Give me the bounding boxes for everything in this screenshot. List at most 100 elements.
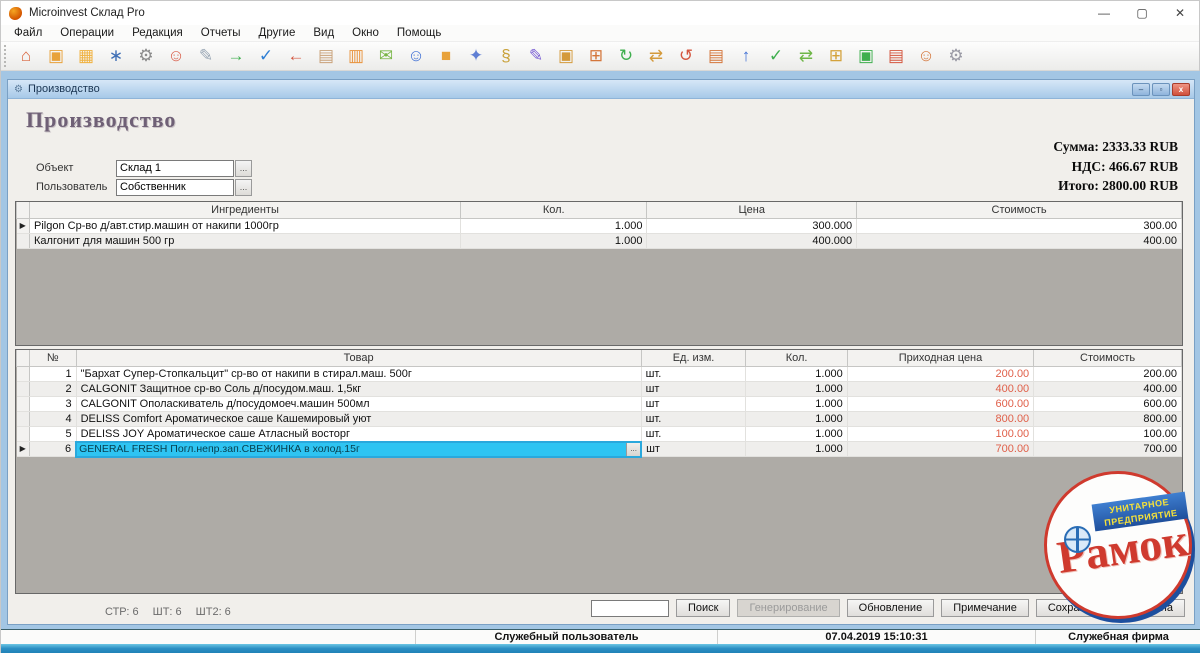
cell-name[interactable]: Pilgon Ср-во д/авт.стир.машин от накипи … <box>29 218 462 234</box>
menu-item-window[interactable]: Окно <box>352 27 379 39</box>
row-selector[interactable] <box>16 426 30 442</box>
doc-box-refresh-icon[interactable]: ↻ <box>618 46 634 65</box>
cell-num[interactable]: 5 <box>29 426 77 442</box>
cell-product[interactable]: "Бархат Супер-Стопкальцит" ср-во от наки… <box>76 366 642 382</box>
cell-cost[interactable]: 600.00 <box>1033 396 1182 412</box>
cell-cost[interactable]: 400.00 <box>1033 381 1182 397</box>
cell-unit[interactable]: шт. <box>641 366 747 382</box>
row-selector[interactable] <box>16 366 30 382</box>
exit-door-icon[interactable]: ⌂ <box>20 46 32 65</box>
menu-item-other[interactable]: Другие <box>258 27 296 39</box>
cell-purchase-price[interactable]: 100.00 <box>847 426 1035 442</box>
col-header-unit[interactable]: Ед. изм. <box>640 350 747 367</box>
cell-purchase-price[interactable]: 200.00 <box>847 366 1035 382</box>
child-maximize-button[interactable]: ▫ <box>1152 82 1170 96</box>
col-header-qty[interactable]: Кол. <box>460 202 648 219</box>
tools-jack-icon[interactable]: ∗ <box>108 46 124 65</box>
cell-purchase-price[interactable]: 800.00 <box>847 411 1035 427</box>
doc-approve-check-icon[interactable]: ✓ <box>768 46 784 65</box>
users-doc-icon[interactable]: ☺ <box>917 46 935 65</box>
menu-item-operations[interactable]: Операции <box>60 27 115 39</box>
row-selector[interactable] <box>16 411 30 427</box>
doc-box-up-icon[interactable]: ↑ <box>741 46 751 65</box>
product-cell-browse-button[interactable]: ... <box>626 443 640 455</box>
cell-num[interactable]: 6 <box>29 441 77 457</box>
cell-num[interactable]: 4 <box>29 411 77 427</box>
doc-key-icon[interactable]: § <box>501 46 511 65</box>
address-book-icon[interactable]: ▥ <box>347 46 365 65</box>
cell-num[interactable]: 3 <box>29 396 77 412</box>
cell-cost[interactable]: 300.00 <box>856 218 1182 234</box>
cell-purchase-price[interactable]: 600.00 <box>847 396 1035 412</box>
menu-item-edit[interactable]: Редакция <box>132 27 183 39</box>
cell-product[interactable]: DELISS JOY Ароматическое саше Атласный в… <box>76 426 642 442</box>
document-note-icon[interactable]: ✎ <box>198 46 214 65</box>
col-header-cost[interactable]: Стоимость <box>856 202 1182 219</box>
settings-gear-icon[interactable]: ⚙ <box>948 46 964 65</box>
transfer-left-arrow-icon[interactable]: ← <box>287 46 305 65</box>
doc-refresh-red-icon[interactable]: ↺ <box>678 46 694 65</box>
close-button[interactable]: ✕ <box>1174 6 1186 20</box>
cell-unit[interactable]: шт <box>641 441 747 457</box>
cell-cost[interactable]: 400.00 <box>856 233 1182 249</box>
cell-unit[interactable]: шт <box>641 396 747 412</box>
doc-paste-icon[interactable]: ▤ <box>707 46 725 65</box>
cell-product[interactable]: CALGONIT Ополаскиватель д/посудомоеч.маш… <box>76 396 642 412</box>
doc-calendar-icon[interactable]: ⊞ <box>588 46 604 65</box>
col-header-product[interactable]: Товар <box>75 350 642 367</box>
clipboard-icon[interactable]: ▤ <box>317 46 335 65</box>
cell-qty[interactable]: 1.000 <box>460 233 648 249</box>
menu-item-help[interactable]: Помощь <box>396 27 442 39</box>
production-window-titlebar[interactable]: ⚙ Производство – ▫ x <box>8 80 1194 99</box>
cell-qty[interactable]: 1.000 <box>745 366 848 382</box>
note-button[interactable]: Примечание <box>941 599 1029 617</box>
cell-unit[interactable]: шт. <box>641 411 747 427</box>
col-header-cost[interactable]: Стоимость <box>1033 350 1182 367</box>
cell-num[interactable]: 1 <box>29 366 77 382</box>
col-header-price[interactable]: Цена <box>646 202 858 219</box>
row-selector[interactable] <box>16 233 30 249</box>
object-browse-button[interactable]: ... <box>235 159 252 177</box>
cell-cost[interactable]: 700.00 <box>1033 441 1182 457</box>
doc-box-exchange-icon[interactable]: ⇄ <box>648 46 664 65</box>
cell-num[interactable]: 2 <box>29 381 77 397</box>
refresh-button[interactable]: Обновление <box>846 599 935 617</box>
cell-product[interactable]: DELISS Comfort Ароматическое саше Кашеми… <box>76 411 642 427</box>
search-button[interactable]: Поиск <box>675 599 731 617</box>
col-header-ingredients[interactable]: Ингредиенты <box>28 202 462 219</box>
child-close-button[interactable]: x <box>1172 82 1190 96</box>
doc-box-green-icon[interactable]: ▣ <box>857 46 875 65</box>
doc-send-exchange-icon[interactable]: ⇄ <box>798 46 814 65</box>
cell-qty[interactable]: 1.000 <box>745 441 848 457</box>
cell-product[interactable]: CALGONIT Защитное ср-во Соль д/посудом.м… <box>76 381 642 397</box>
transfer-right-arrow-icon[interactable]: → <box>227 46 245 65</box>
product-edit-text[interactable]: GENERAL FRESH Погл.непр.зап.СВЕЖИНКА в х… <box>78 443 627 455</box>
cell-name[interactable]: Калгонит для машин 500 гр <box>29 233 462 249</box>
row-selector[interactable]: ▶ <box>16 441 30 457</box>
cell-unit[interactable]: шт. <box>641 426 747 442</box>
user-blue-icon[interactable]: ☺ <box>407 46 425 65</box>
package-box-icon[interactable]: ■ <box>440 46 452 65</box>
cell-purchase-price[interactable]: 400.00 <box>847 381 1035 397</box>
row-selector[interactable] <box>16 381 30 397</box>
stones-icon[interactable]: ⚙ <box>138 46 154 65</box>
box-open-out-icon[interactable]: ▦ <box>77 46 95 65</box>
menu-item-view[interactable]: Вид <box>313 27 335 39</box>
scroll-pen-icon[interactable]: ✎ <box>528 46 544 65</box>
doc-box-icon[interactable]: ▣ <box>557 46 575 65</box>
search-input[interactable] <box>590 599 669 617</box>
cell-qty[interactable]: 1.000 <box>745 426 848 442</box>
col-header-num[interactable]: № <box>29 350 77 367</box>
cell-unit[interactable]: шт <box>641 381 747 397</box>
report-user-red-icon[interactable]: ▤ <box>887 46 905 65</box>
cell-cost[interactable]: 100.00 <box>1033 426 1182 442</box>
cell-qty[interactable]: 1.000 <box>745 381 848 397</box>
cell-qty[interactable]: 1.000 <box>460 218 648 234</box>
box-open-in-icon[interactable]: ▣ <box>47 46 65 65</box>
partner-chat-icon[interactable]: ☺ <box>167 46 185 65</box>
menu-item-reports[interactable]: Отчеты <box>200 27 241 39</box>
cell-purchase-price[interactable]: 700.00 <box>847 441 1035 457</box>
maximize-button[interactable]: ▢ <box>1136 6 1148 20</box>
user-input[interactable] <box>116 178 234 196</box>
object-input[interactable] <box>116 159 234 177</box>
